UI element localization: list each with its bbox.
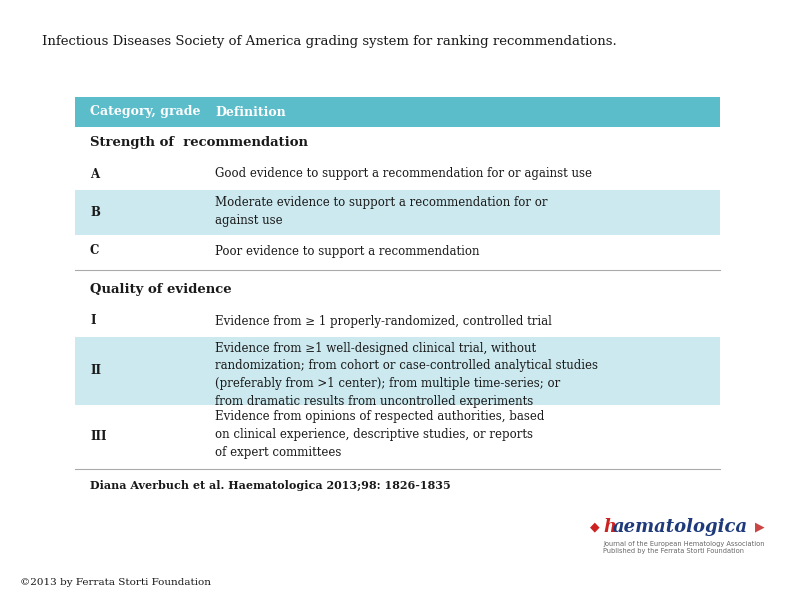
Text: Category, grade: Category, grade [90, 105, 201, 118]
Text: ◆: ◆ [590, 521, 599, 534]
Text: Quality of evidence: Quality of evidence [90, 283, 232, 296]
Bar [75, 127, 720, 158]
Bar [75, 158, 720, 190]
Text: Good evidence to support a recommendation for or against use: Good evidence to support a recommendatio… [215, 168, 592, 180]
Text: Poor evidence to support a recommendation: Poor evidence to support a recommendatio… [215, 245, 480, 258]
Text: ▶: ▶ [755, 521, 765, 534]
Text: Strength of  recommendation: Strength of recommendation [90, 136, 308, 149]
Bar [75, 337, 720, 405]
Text: h: h [603, 518, 616, 536]
Text: I: I [90, 315, 95, 327]
Bar [75, 273, 720, 305]
Bar [75, 305, 720, 337]
Text: A: A [90, 168, 99, 180]
Text: Journal of the European Hematology Association
Published by the Ferrata Storti F: Journal of the European Hematology Assoc… [603, 541, 765, 555]
Text: C: C [90, 245, 99, 258]
Text: Definition: Definition [215, 105, 286, 118]
Bar [75, 235, 720, 267]
Text: aematologica: aematologica [613, 518, 748, 536]
Text: Diana Averbuch et al. Haematologica 2013;98: 1826-1835: Diana Averbuch et al. Haematologica 2013… [90, 480, 451, 491]
Text: Evidence from opinions of respected authorities, based
on clinical experience, d: Evidence from opinions of respected auth… [215, 410, 545, 459]
Bar [75, 405, 720, 468]
Text: ©2013 by Ferrata Storti Foundation: ©2013 by Ferrata Storti Foundation [20, 578, 211, 587]
Bar [75, 190, 720, 235]
Text: B: B [90, 206, 100, 219]
Text: II: II [90, 365, 101, 377]
Text: Evidence from ≥1 well-designed clinical trial, without
randomization; from cohor: Evidence from ≥1 well-designed clinical … [215, 342, 598, 408]
Text: III: III [90, 430, 106, 443]
Bar [75, 97, 720, 127]
Text: Moderate evidence to support a recommendation for or
against use: Moderate evidence to support a recommend… [215, 196, 548, 227]
Text: Evidence from ≥ 1 properly-randomized, controlled trial: Evidence from ≥ 1 properly-randomized, c… [215, 315, 552, 327]
Text: Infectious Diseases Society of America grading system for ranking recommendation: Infectious Diseases Society of America g… [42, 35, 617, 48]
